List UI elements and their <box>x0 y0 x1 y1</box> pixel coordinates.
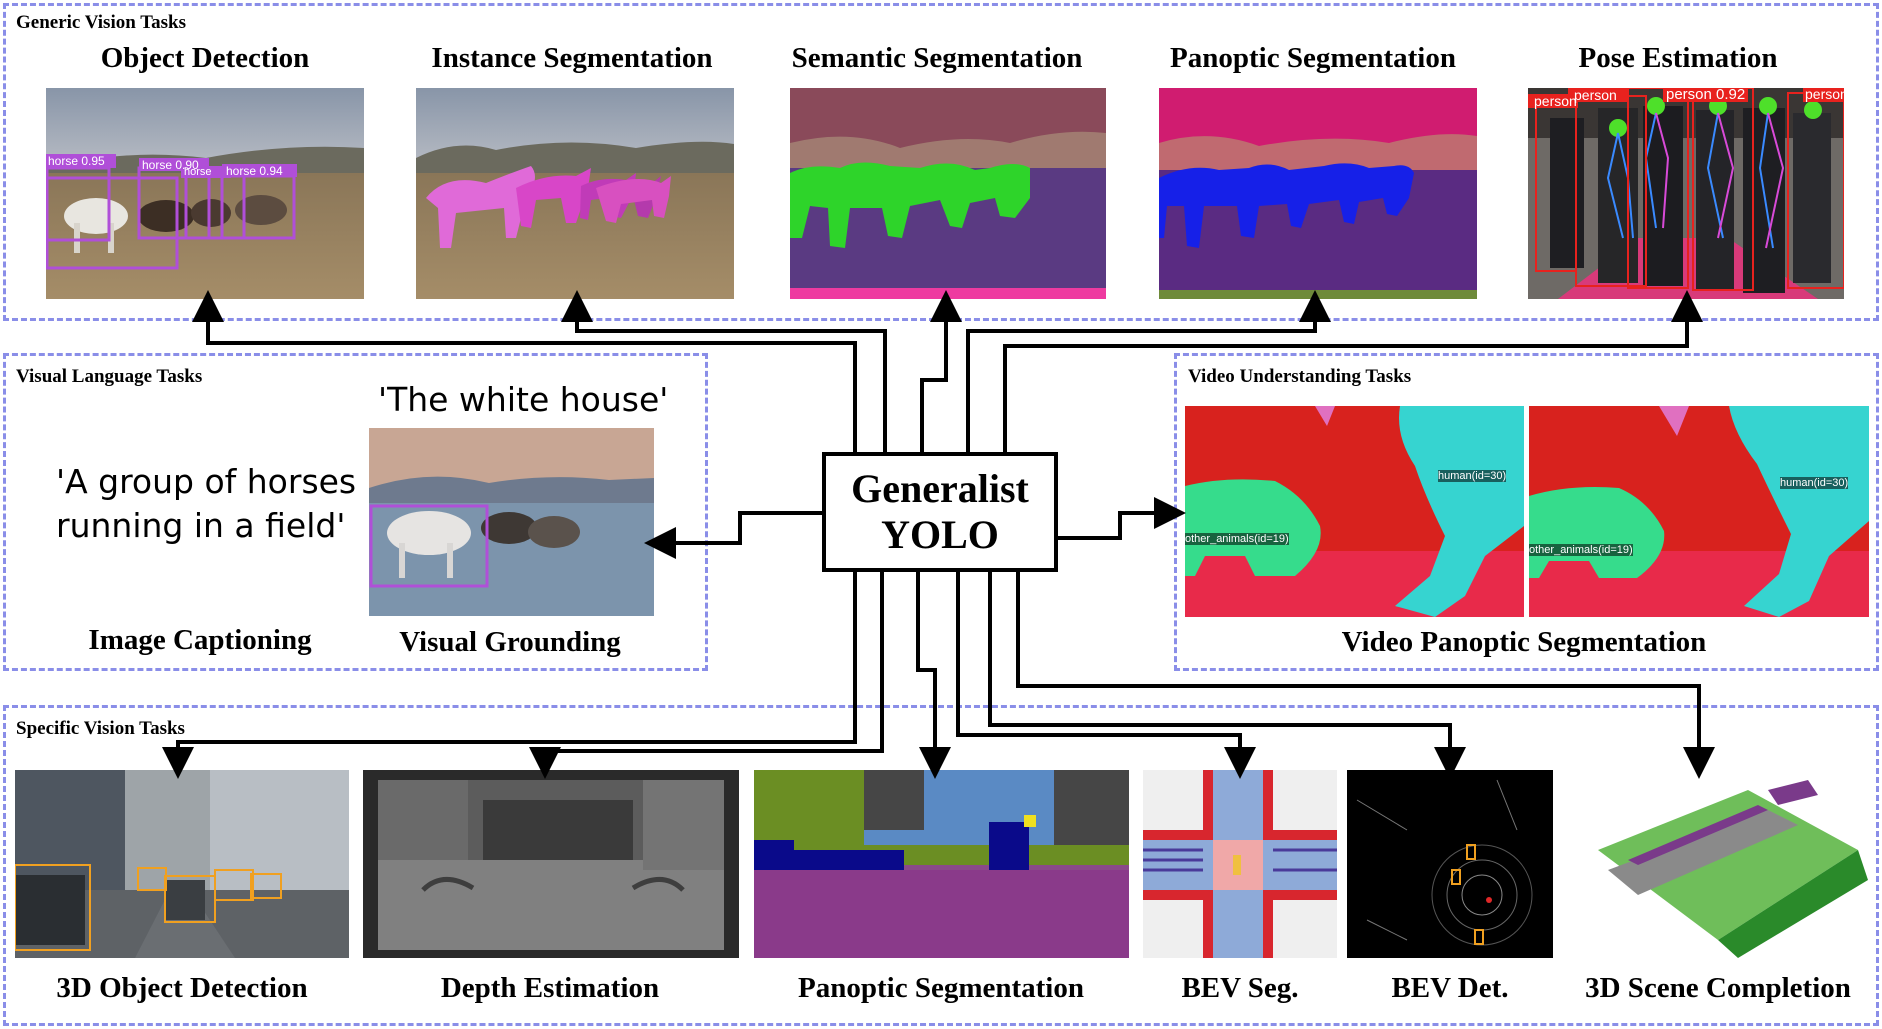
pose-label-4: person <box>1805 88 1844 102</box>
arrow-to-instance-segmentation <box>561 290 887 452</box>
caption-quote-line1: 'A group of horses <box>56 462 357 501</box>
arrow-to-video <box>1058 497 1186 540</box>
video-frame-1: human(id=30) other_animals(id=19) <box>1185 406 1524 617</box>
arrow-to-3d-scene <box>1016 572 1715 779</box>
panoptic-segmentation-driving-title: Panoptic Segmentation <box>798 972 1084 1004</box>
pose-estimation-image: person person person 0.92 person <box>1528 88 1844 299</box>
frame1-human-label: human(id=30) <box>1438 470 1507 482</box>
semantic-segmentation-title: Semantic Segmentation <box>791 42 1083 74</box>
pose-label-3: person 0.92 <box>1666 88 1746 103</box>
3d-object-detection-image <box>15 770 349 958</box>
bev-det-title: BEV Det. <box>1391 972 1509 1004</box>
arrow-to-pose-estimation <box>1003 290 1703 452</box>
bev-det-image <box>1347 770 1553 958</box>
video-section-title: Video Understanding Tasks <box>1188 366 1412 387</box>
bev-seg-title: BEV Seg. <box>1181 972 1299 1004</box>
depth-estimation-image <box>363 770 739 958</box>
3d-scene-completion-image <box>1568 770 1868 958</box>
depth-estimation-title: Depth Estimation <box>440 972 660 1004</box>
arrow-to-bev-seg <box>956 572 1256 779</box>
instance-segmentation-image <box>416 88 734 299</box>
semantic-segmentation-image <box>790 88 1106 299</box>
frame2-human-label: human(id=30) <box>1780 477 1849 489</box>
arrow-to-depth-estimation <box>529 572 884 779</box>
generalist-yolo-box: Generalist YOLO <box>822 452 1058 572</box>
od-label-2: horse 0.90 <box>142 158 199 172</box>
od-label-4: horse 0.94 <box>226 164 283 178</box>
center-title-line2: YOLO <box>881 512 999 557</box>
object-detection-title: Object Detection <box>100 42 310 74</box>
visual-language-section <box>3 353 708 671</box>
panoptic-segmentation-driving-image <box>754 770 1129 958</box>
arrow-to-semantic-segmentation <box>920 290 962 452</box>
arrow-to-bev-det <box>988 572 1466 779</box>
panoptic-segmentation-image <box>1159 88 1477 299</box>
3d-object-detection-title: 3D Object Detection <box>56 972 308 1004</box>
arrow-to-panoptic-segmentation <box>966 290 1331 452</box>
od-label-1: horse 0.95 <box>48 154 105 168</box>
panoptic-segmentation-title: Panoptic Segmentation <box>1170 42 1456 74</box>
arrow-to-object-detection <box>192 290 857 452</box>
arrow-to-panoptic-driving <box>916 572 951 779</box>
visual-grounding-title: Visual Grounding <box>399 626 621 658</box>
pose-label-1: person <box>1534 93 1577 109</box>
specific-vision-section <box>3 705 1879 1026</box>
caption-quote-line2: running in a field' <box>56 506 346 545</box>
grounding-quote: 'The white house' <box>378 380 669 419</box>
visual-language-section-title: Visual Language Tasks <box>16 366 203 387</box>
generic-section-title: Generic Vision Tasks <box>16 12 186 33</box>
frame2-animal-label: other_animals(id=19) <box>1529 544 1633 556</box>
bev-seg-image <box>1143 770 1337 958</box>
pose-estimation-title: Pose Estimation <box>1578 42 1778 74</box>
object-detection-image: horse 0.95 horse 0.90 horse horse 0.94 <box>46 88 364 299</box>
image-captioning-title: Image Captioning <box>88 624 312 656</box>
video-frame-2: human(id=30) other_animals(id=19) <box>1529 406 1869 617</box>
arrow-to-visual-language <box>644 511 822 559</box>
3d-scene-completion-title: 3D Scene Completion <box>1585 972 1851 1004</box>
arrow-to-3d-object-detection <box>162 572 857 779</box>
instance-segmentation-title: Instance Segmentation <box>431 42 713 74</box>
video-panoptic-title: Video Panoptic Segmentation <box>1341 626 1707 658</box>
frame1-animal-label: other_animals(id=19) <box>1185 533 1289 545</box>
od-label-3: horse <box>184 166 212 178</box>
center-title-line1: Generalist <box>851 466 1029 511</box>
pose-label-2: person <box>1574 88 1617 103</box>
visual-grounding-image <box>369 428 654 616</box>
specific-section-title: Specific Vision Tasks <box>16 718 185 739</box>
